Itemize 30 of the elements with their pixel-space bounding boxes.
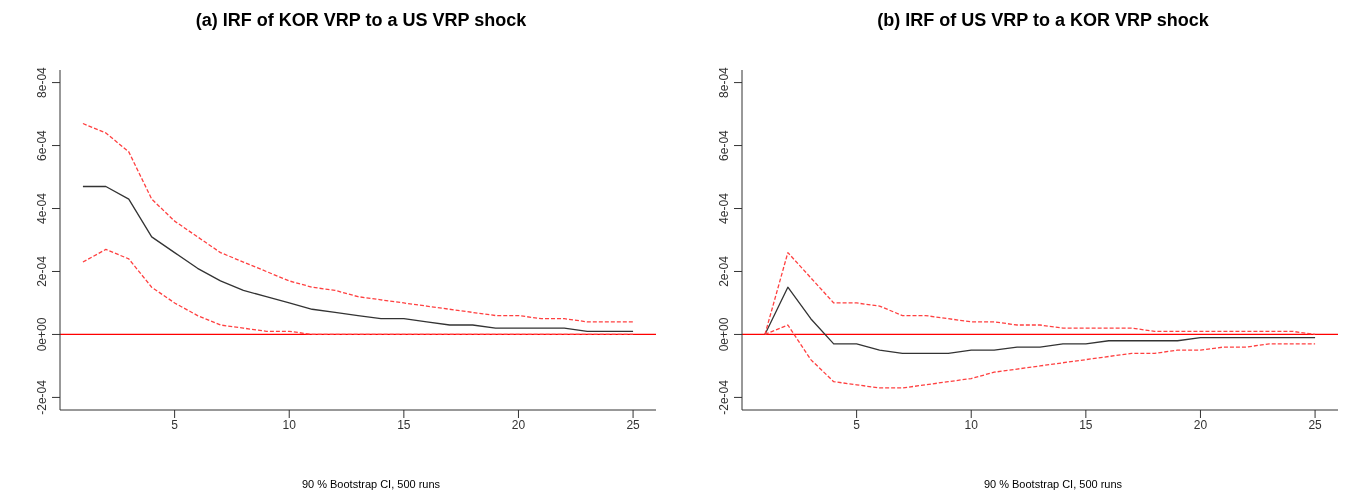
x-tick-label: 10	[282, 417, 297, 432]
chart-title: (b) IRF of US VRP to a KOR VRP shock	[876, 9, 1210, 32]
x-tick-label: 20	[1193, 417, 1208, 432]
y-tick-label: -2e-04	[717, 379, 731, 415]
y-tick-label: 2e-04	[717, 255, 731, 287]
line-series	[82, 248, 634, 336]
x-tick-label: 20	[511, 417, 526, 432]
y-tick-label: 2e-04	[35, 255, 49, 287]
y-tick-label: -2e-04	[35, 379, 49, 415]
x-tick-label: 5	[171, 417, 179, 432]
y-tick-label: 8e-04	[35, 66, 49, 98]
y-tick-label: 4e-04	[717, 192, 731, 224]
text: 90 % Bootstrap CI, 500 runs	[300, 478, 442, 490]
y-tick-label: 4e-04	[35, 192, 49, 224]
x-tick-label: 5	[853, 417, 861, 432]
y-tick-label: 6e-04	[717, 129, 731, 161]
y-tick-label: 8e-04	[717, 66, 731, 98]
line-series	[82, 122, 634, 323]
y-tick-label: 0e+00	[35, 317, 49, 352]
x-tick-label: 25	[1308, 417, 1323, 432]
chart-title: (a) IRF of KOR VRP to a US VRP shock	[194, 9, 528, 32]
x-tick-label: 15	[397, 417, 411, 432]
y-tick-label: 6e-04	[35, 129, 49, 161]
x-tick-label: 15	[1079, 417, 1093, 432]
line-series	[764, 286, 1316, 354]
line-series	[82, 185, 634, 332]
y-tick-label: 0e+00	[717, 317, 731, 352]
x-tick-label: 10	[964, 417, 979, 432]
x-tick-label: 25	[626, 417, 641, 432]
text: 90 % Bootstrap CI, 500 runs	[982, 478, 1124, 490]
